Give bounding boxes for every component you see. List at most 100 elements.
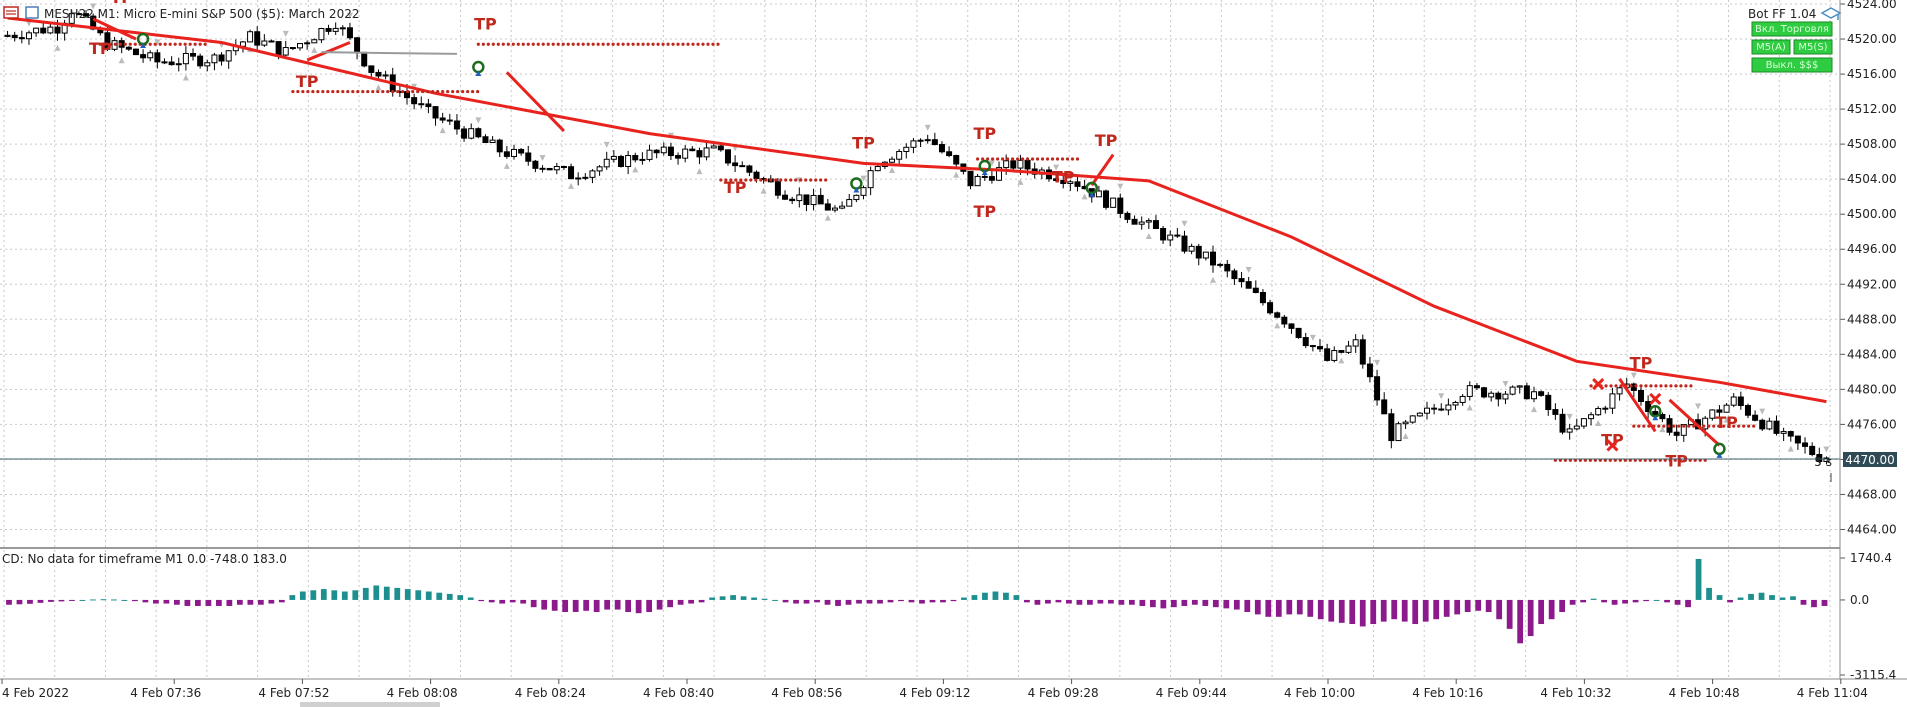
histogram-bar: [1359, 599, 1366, 627]
candle: [539, 155, 546, 173]
histogram-bar: [320, 589, 327, 600]
level-dot: [148, 42, 152, 46]
level-dot: [809, 178, 813, 182]
level-dot: [1722, 424, 1726, 428]
indicator-title: CD: No data for timeframe M1 0.0 -748.0 …: [2, 552, 287, 566]
histogram-bar: [1149, 599, 1156, 608]
level-dot: [656, 42, 660, 46]
candle: [1595, 406, 1602, 426]
level-dot: [168, 42, 172, 46]
histogram-bar: [1779, 597, 1786, 600]
candle: [575, 172, 582, 186]
candle: [482, 134, 489, 144]
candle: [446, 113, 453, 125]
grey-trade-line: [321, 51, 457, 55]
candle: [525, 145, 532, 166]
histogram-bar: [1391, 599, 1398, 620]
profit-off-button[interactable]: [1751, 57, 1833, 73]
histogram-bar: [1181, 599, 1188, 606]
candle: [1359, 334, 1366, 369]
histogram-bar: [1045, 599, 1051, 604]
fractal-up-arrow-icon: [346, 12, 353, 19]
candle: [297, 43, 304, 51]
candle: [1281, 315, 1288, 328]
level-dot: [341, 89, 345, 94]
histogram-bar: [1706, 587, 1712, 600]
candle: [653, 149, 660, 159]
fractal-down-arrow-icon: [953, 171, 960, 178]
histogram-bar: [604, 599, 611, 610]
histogram-bar: [1128, 599, 1135, 605]
histogram-bar: [1118, 599, 1125, 605]
candle: [268, 39, 275, 43]
take-profit-label: TP: [296, 72, 319, 91]
histogram-bar: [436, 592, 443, 600]
m5s-button[interactable]: [1793, 39, 1833, 55]
pane-separator[interactable]: [0, 547, 1840, 549]
histogram-bar: [877, 599, 883, 604]
candle: [546, 167, 553, 171]
level-dot: [1752, 424, 1756, 428]
level-dot: [118, 42, 122, 46]
chart-menu-icon[interactable]: [3, 6, 19, 19]
candle: [1381, 392, 1388, 415]
indicator-pane[interactable]: [0, 550, 1840, 679]
level-dot: [113, 42, 117, 46]
price-tick: 4488.00: [1847, 312, 1897, 326]
level-dot: [769, 178, 773, 182]
level-dot: [346, 89, 350, 94]
candle: [1602, 405, 1609, 414]
fractal-down-arrow-icon: [1787, 445, 1794, 452]
fractal-up-arrow-icon: [1053, 164, 1060, 171]
histogram-bar: [163, 599, 170, 604]
histogram-bar: [1821, 599, 1828, 606]
horizontal-scrollbar[interactable]: [300, 702, 440, 707]
level-dot: [581, 42, 585, 46]
candle: [1160, 225, 1167, 244]
chart-window-icon[interactable]: [25, 6, 39, 19]
level-dot: [381, 89, 385, 94]
level-dot: [551, 42, 555, 46]
candle: [1759, 408, 1766, 432]
histogram-bar: [142, 599, 149, 603]
candle: [1374, 359, 1381, 406]
fractal-up-arrow-icon: [90, 3, 97, 10]
level-dot: [561, 42, 565, 46]
time-tick: 4 Feb 07:36: [130, 686, 201, 700]
level-dot: [411, 89, 415, 94]
level-dot: [451, 89, 455, 94]
level-dot: [1604, 384, 1608, 388]
trade-toggle-button[interactable]: [1751, 21, 1833, 37]
candle: [589, 169, 596, 184]
histogram-bar: [1055, 599, 1062, 603]
level-dot: [1727, 424, 1731, 428]
fractal-down-arrow-icon: [182, 74, 189, 81]
candle: [1152, 215, 1159, 230]
fractal-down-arrow-icon: [824, 214, 831, 221]
histogram-bar: [1380, 599, 1387, 622]
level-dot: [606, 42, 610, 46]
level-dot: [496, 42, 500, 46]
fractal-down-arrow-icon: [1017, 178, 1024, 185]
level-dot: [536, 42, 540, 46]
level-dot: [626, 42, 630, 46]
level-dot: [814, 178, 818, 182]
price-pane[interactable]: [0, 0, 1840, 547]
histogram-bar: [719, 596, 726, 600]
m5a-label: M5(A): [1756, 42, 1786, 53]
level-dot: [671, 42, 675, 46]
level-dot: [754, 178, 758, 182]
candle: [1609, 387, 1616, 414]
histogram-bar: [814, 599, 820, 603]
candle: [1466, 381, 1473, 411]
fractal-up-arrow-icon: [603, 141, 610, 148]
m5a-button[interactable]: [1751, 39, 1791, 55]
level-dot: [1040, 157, 1045, 161]
histogram-bar: [467, 597, 474, 600]
level-dot: [641, 42, 645, 46]
level-dot: [729, 178, 733, 182]
entry-arrow-icon: [853, 187, 860, 193]
indicator-axis: 1740.4 0.0 -3115.4: [1840, 551, 1896, 682]
candle: [1780, 427, 1787, 442]
